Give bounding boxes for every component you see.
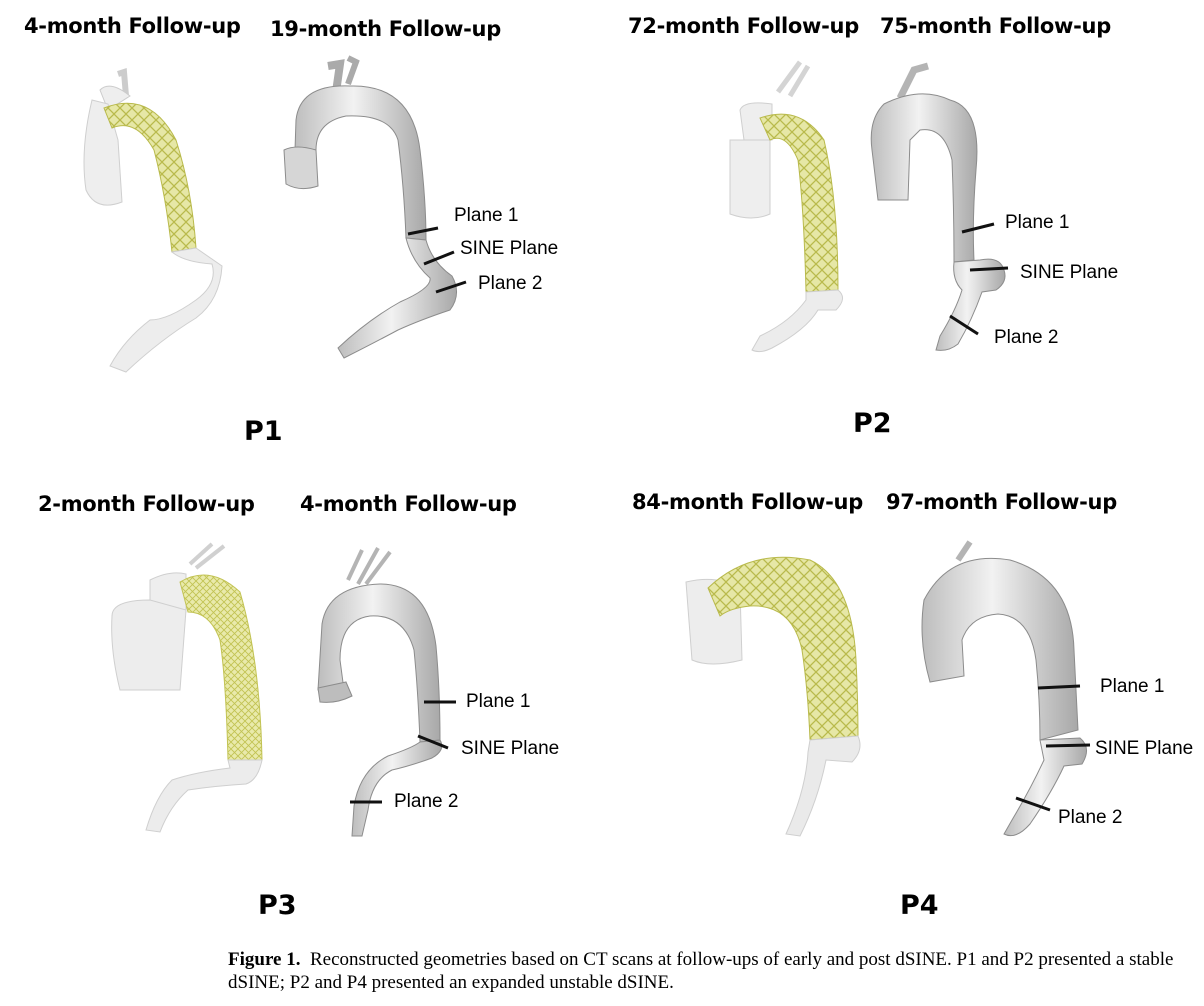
p2-right-title: 75-month Follow-up xyxy=(880,14,1111,38)
p4-plane-2-label: Plane 2 xyxy=(1058,807,1123,828)
p3-plane-1-label: Plane 1 xyxy=(466,691,531,712)
p4-sine-plane-label: SINE Plane xyxy=(1095,738,1194,759)
p4-plane-1-label: Plane 1 xyxy=(1100,676,1165,697)
p3-left-title: 2-month Follow-up xyxy=(38,492,255,516)
p2-sine-plane-label: SINE Plane xyxy=(1020,262,1119,283)
p1-sine-plane-label: SINE Plane xyxy=(460,238,559,259)
p1-label: P1 xyxy=(244,416,283,447)
p4-right-model xyxy=(921,540,1087,837)
p3-right-title: 4-month Follow-up xyxy=(300,492,517,516)
caption-prefix: Figure 1. xyxy=(228,949,301,970)
p1-plane-1-label: Plane 1 xyxy=(454,205,519,226)
p3-plane-2-label: Plane 2 xyxy=(394,791,459,812)
p1-left-title: 4-month Follow-up xyxy=(24,14,241,38)
p3-label: P3 xyxy=(258,890,297,921)
caption-text: Reconstructed geometries based on CT sca… xyxy=(228,949,1174,993)
p1-plane-2-label: Plane 2 xyxy=(478,273,543,294)
p2-left-model xyxy=(729,60,843,353)
p4-label: P4 xyxy=(900,890,939,921)
p4-right-title: 97-month Follow-up xyxy=(886,490,1117,514)
plane-markers xyxy=(350,222,1091,812)
p3-sine-plane-label: SINE Plane xyxy=(461,738,560,759)
p1-right-title: 19-month Follow-up xyxy=(270,17,501,41)
figure-caption: Figure 1. Reconstructed geometries based… xyxy=(228,948,1188,994)
p4-left-model xyxy=(685,556,861,837)
p4-left-title: 84-month Follow-up xyxy=(632,490,863,514)
p2-label: P2 xyxy=(853,408,892,439)
p1-left-model xyxy=(83,67,223,373)
p2-plane-2-label: Plane 2 xyxy=(994,327,1059,348)
p2-right-model xyxy=(870,62,1006,351)
p2-left-title: 72-month Follow-up xyxy=(628,14,859,38)
p3-left-model xyxy=(111,542,263,833)
p1-right-model xyxy=(283,55,457,359)
p2-plane-1-label: Plane 1 xyxy=(1005,212,1070,233)
p3-right-model xyxy=(317,547,443,837)
